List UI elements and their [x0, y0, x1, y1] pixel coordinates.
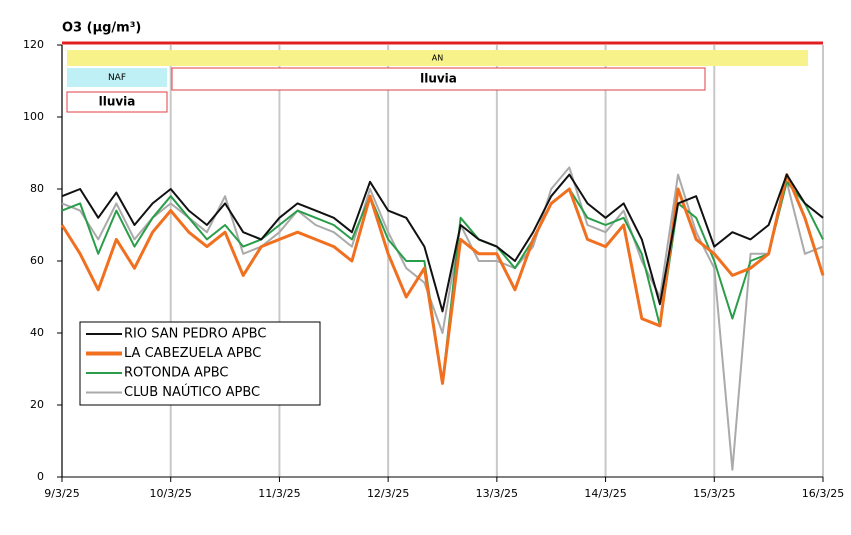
chart-title: O3 (µg/m³): [62, 21, 141, 36]
x-tick-label: 10/3/25: [150, 487, 192, 500]
x-tick-label: 11/3/25: [258, 487, 300, 500]
x-tick-label: 15/3/25: [693, 487, 735, 500]
y-tick-label: 120: [23, 38, 44, 51]
y-tick-label: 80: [30, 182, 44, 195]
y-tick-label: 40: [30, 326, 44, 339]
x-tick-label: 12/3/25: [367, 487, 409, 500]
y-tick-label: 60: [30, 254, 44, 267]
annotation: AN: [432, 54, 443, 63]
legend-label: ROTONDA APBC: [124, 366, 228, 381]
y-tick-label: 0: [37, 470, 44, 483]
annotation-box: [171, 67, 706, 91]
x-tick-label: 9/3/25: [44, 487, 79, 500]
y-tick-label: 100: [23, 110, 44, 123]
legend-label: CLUB NAÚTICO APBC: [124, 384, 260, 400]
annotation-box: [67, 68, 167, 87]
series-line: [60, 173, 825, 385]
x-tick-label: 14/3/25: [584, 487, 626, 500]
x-tick-label: 13/3/25: [476, 487, 518, 500]
x-tick-label: 16/3/25: [802, 487, 844, 500]
legend-box: [79, 321, 321, 406]
annotation: NAF: [108, 73, 126, 83]
legend-label: LA CABEZUELA APBC: [124, 346, 261, 361]
annotation: lluvia: [99, 95, 136, 109]
annotation: lluvia: [420, 72, 457, 86]
y-tick-label: 20: [30, 398, 44, 411]
legend-label: RIO SAN PEDRO APBC: [124, 327, 266, 342]
annotation-box: [67, 50, 808, 66]
series-line: [61, 173, 824, 313]
annotation-box: [66, 91, 168, 113]
